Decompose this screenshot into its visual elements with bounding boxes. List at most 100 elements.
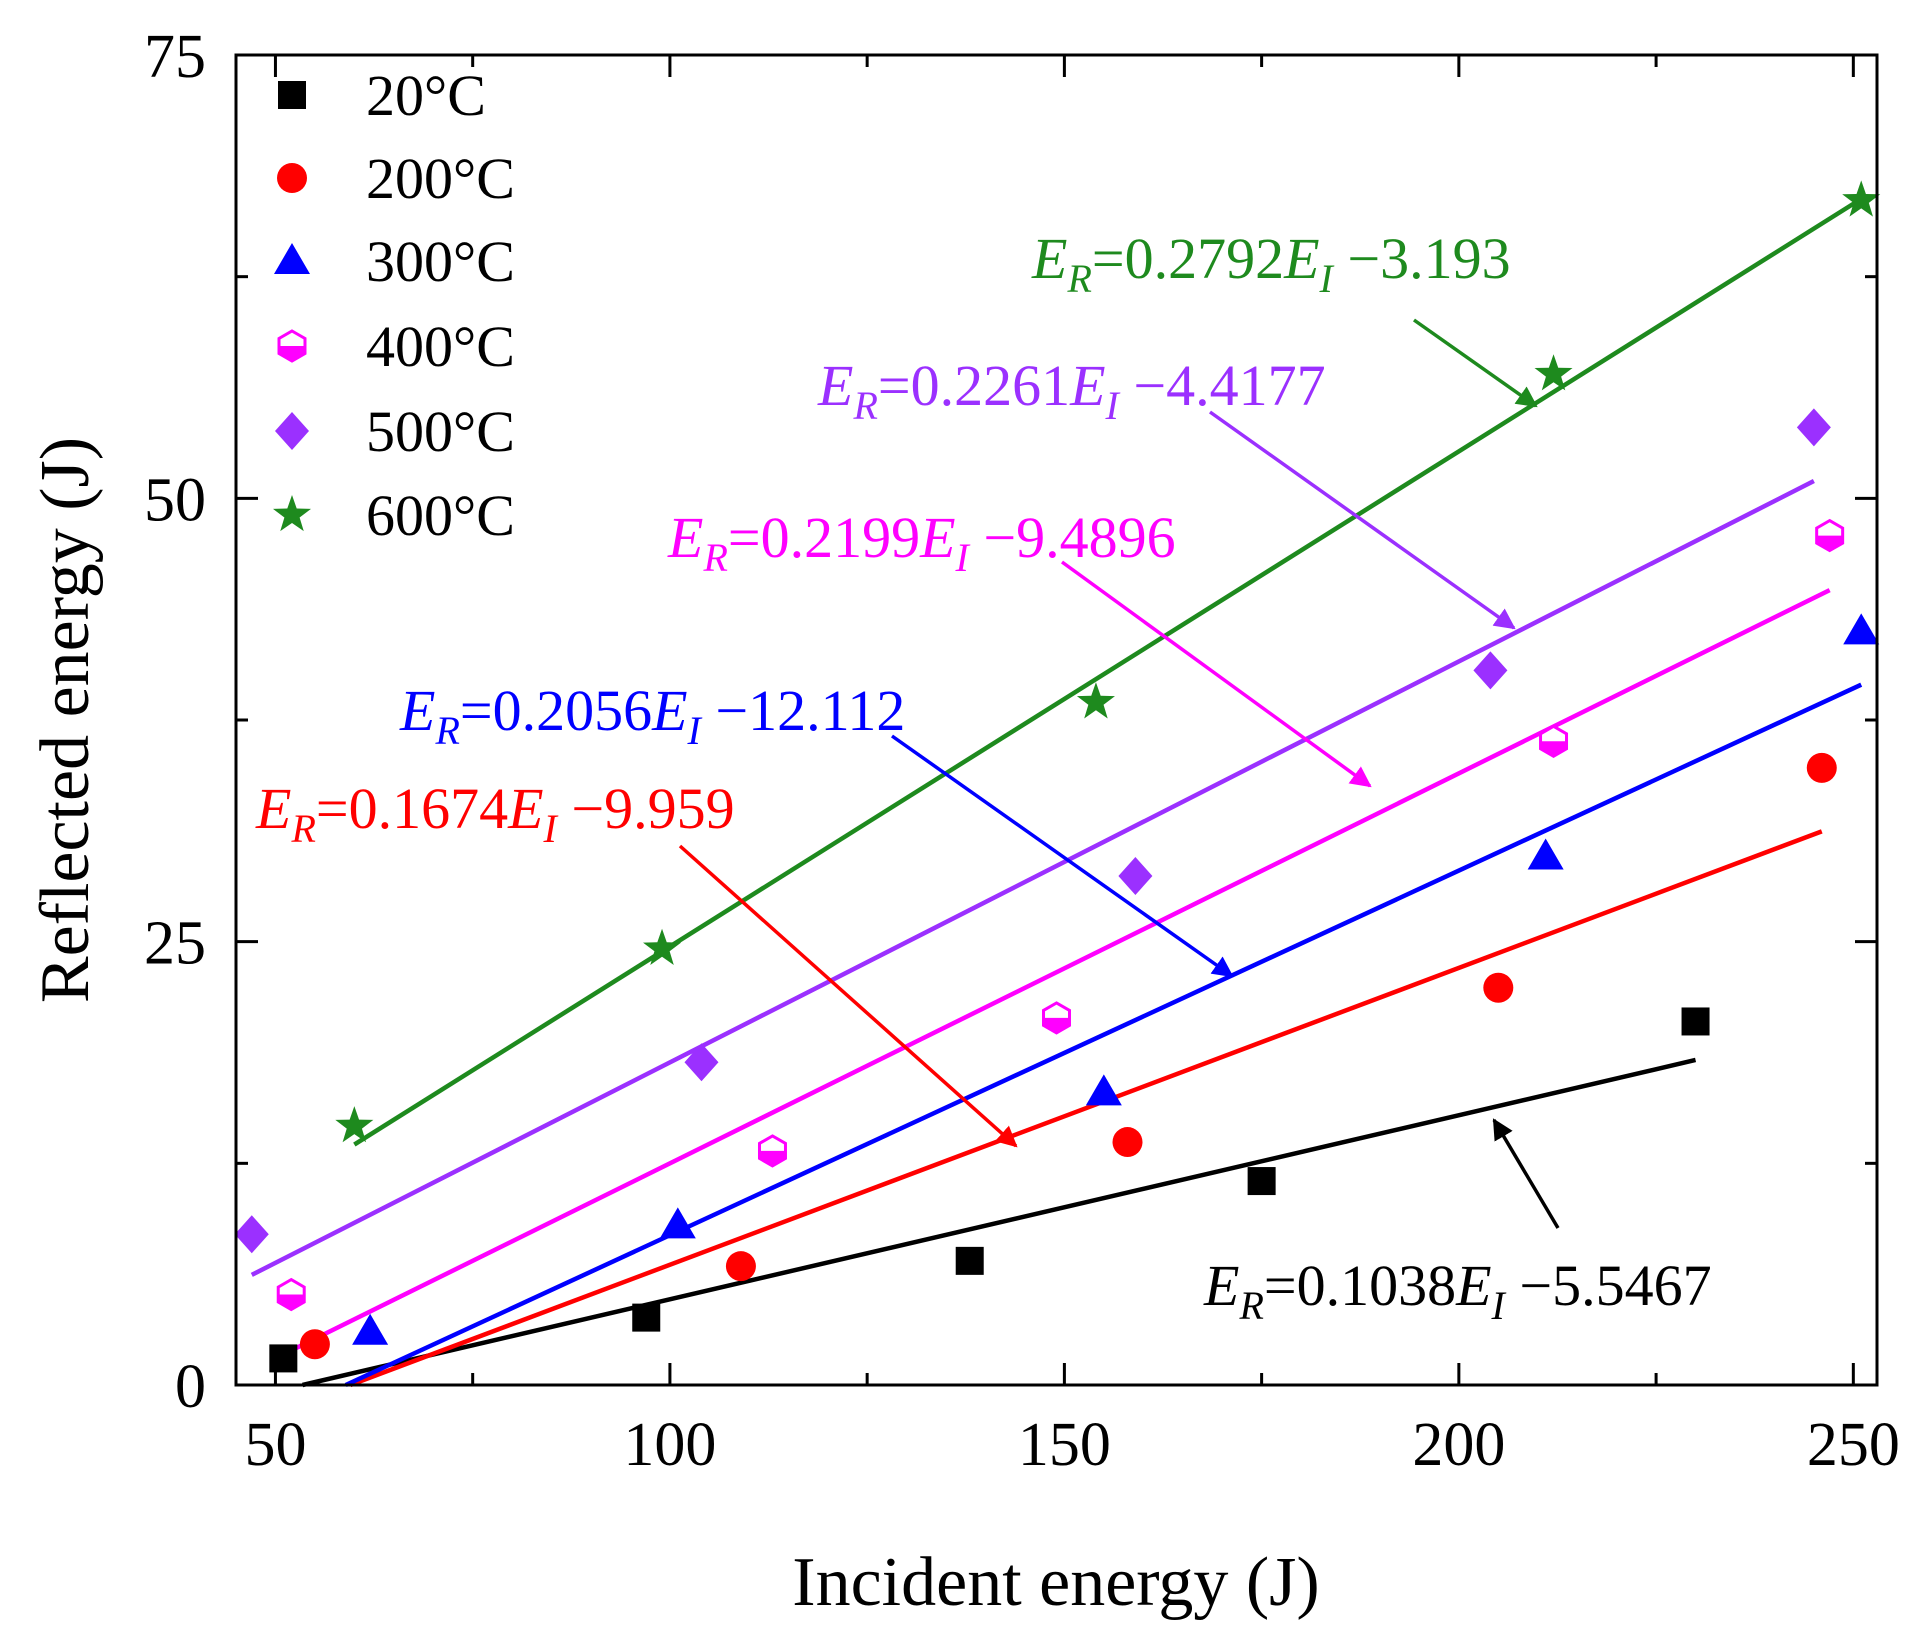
legend-marker bbox=[272, 495, 312, 532]
data-point bbox=[643, 928, 682, 965]
eq-symbol: E bbox=[1069, 353, 1105, 418]
x-axis-title: Incident energy (J) bbox=[792, 1544, 1319, 1621]
data-point bbox=[1076, 682, 1115, 719]
marker-triangle bbox=[1085, 1074, 1122, 1106]
marker-star bbox=[272, 495, 312, 532]
legend-symbol bbox=[277, 163, 307, 193]
marker-star bbox=[1076, 682, 1115, 719]
x-tick-label: 200 bbox=[1412, 1411, 1505, 1479]
marker-triangle bbox=[1527, 838, 1564, 870]
eq-symbol: E bbox=[399, 678, 435, 743]
x-tick-label: 50 bbox=[244, 1411, 306, 1479]
marker-circle bbox=[725, 1251, 756, 1282]
marker-hexagon-bottom bbox=[1043, 1017, 1070, 1033]
marker-diamond bbox=[275, 412, 309, 450]
data-point bbox=[1806, 752, 1837, 783]
marker-hexagon-bottom bbox=[1540, 741, 1567, 757]
data-point bbox=[1796, 408, 1831, 447]
arrow-600c bbox=[1412, 318, 1538, 408]
data-point bbox=[1815, 518, 1845, 553]
eq-intercept: −9.959 bbox=[557, 776, 735, 841]
legend: 20°C 200°C 300°C 400°C 500°C 600°C bbox=[272, 63, 515, 548]
legend-marker bbox=[277, 163, 307, 193]
eq-symbol: E bbox=[255, 776, 291, 841]
fit-equations: ER=0.2792EI −3.193 ER=0.2261EI −4.4177 E… bbox=[255, 226, 1712, 1328]
eq-subscript: I bbox=[955, 535, 971, 580]
eq-subscript: I bbox=[1319, 256, 1335, 301]
eq-subscript: R bbox=[290, 806, 315, 851]
marker-square bbox=[1247, 1167, 1276, 1196]
data-point bbox=[276, 1277, 306, 1312]
eq-symbol: E bbox=[507, 776, 543, 841]
eq-intercept: −4.4177 bbox=[1119, 353, 1326, 418]
data-point bbox=[659, 1207, 696, 1239]
data-point bbox=[1534, 354, 1573, 391]
fit-lines bbox=[250, 196, 1863, 1388]
data-point bbox=[234, 1215, 269, 1254]
eq-symbol: E bbox=[667, 505, 703, 570]
eq-subscript: R bbox=[1066, 256, 1091, 301]
data-point bbox=[1483, 972, 1514, 1003]
eq-subscript: I bbox=[687, 708, 703, 753]
data-point bbox=[1473, 651, 1508, 690]
legend-label: 200°C bbox=[366, 146, 515, 211]
marker-circle bbox=[299, 1329, 330, 1360]
equation-600c: ER=0.2792EI −3.193 bbox=[1031, 226, 1511, 301]
data-point bbox=[1843, 613, 1880, 645]
arrow-400c bbox=[1060, 560, 1372, 788]
data-point bbox=[1112, 1127, 1143, 1158]
eq-symbol: E bbox=[651, 678, 687, 743]
eq-coefficient: =0.1674 bbox=[316, 776, 508, 841]
eq-intercept: −12.112 bbox=[701, 678, 906, 743]
marker-square bbox=[955, 1246, 984, 1275]
marker-triangle bbox=[1843, 613, 1880, 645]
eq-symbol: E bbox=[1203, 1253, 1239, 1318]
y-tick-label: 75 bbox=[144, 23, 206, 91]
marker-circle bbox=[1806, 752, 1837, 783]
legend-item-200c: 200°C bbox=[277, 146, 515, 211]
x-tick-label: 150 bbox=[1018, 1411, 1111, 1479]
legend-marker bbox=[275, 412, 309, 450]
marker-diamond bbox=[1118, 857, 1153, 896]
marker-hexagon-bottom bbox=[278, 1294, 305, 1310]
arrow-20c bbox=[1492, 1118, 1560, 1229]
marker-hexagon-bottom bbox=[1816, 535, 1843, 551]
data-point bbox=[955, 1246, 984, 1275]
data-point bbox=[632, 1303, 661, 1332]
eq-coefficient: =0.2199 bbox=[728, 505, 920, 570]
legend-item-20c: 20°C bbox=[278, 63, 486, 128]
eq-subscript: R bbox=[702, 535, 727, 580]
marker-star bbox=[643, 928, 682, 965]
marker-hexagon-bottom bbox=[759, 1150, 786, 1166]
arrow-500c bbox=[1208, 410, 1516, 630]
marker-square bbox=[269, 1344, 298, 1373]
fit-line-3 bbox=[290, 588, 1831, 1353]
eq-symbol: E bbox=[1031, 226, 1067, 291]
x-tick-label: 250 bbox=[1807, 1411, 1900, 1479]
data-point bbox=[1085, 1074, 1122, 1106]
data-points bbox=[234, 180, 1881, 1373]
marker-star bbox=[1534, 354, 1573, 391]
fit-line-4 bbox=[250, 479, 1815, 1277]
marker-star bbox=[1842, 180, 1881, 217]
legend-item-300c: 300°C bbox=[274, 229, 515, 294]
marker-star bbox=[335, 1106, 374, 1143]
eq-symbol: E bbox=[817, 353, 853, 418]
marker-diamond bbox=[234, 1215, 269, 1254]
eq-intercept: −9.4896 bbox=[969, 505, 1176, 570]
marker-diamond bbox=[1473, 651, 1508, 690]
marker-triangle bbox=[352, 1313, 389, 1345]
eq-subscript: I bbox=[543, 806, 559, 851]
eq-coefficient: =0.2261 bbox=[878, 353, 1070, 418]
legend-symbol bbox=[278, 81, 306, 109]
marker-circle bbox=[277, 163, 307, 193]
legend-label: 400°C bbox=[366, 314, 515, 379]
annotation-arrows bbox=[678, 318, 1560, 1229]
eq-subscript: R bbox=[434, 708, 459, 753]
marker-triangle bbox=[274, 243, 310, 274]
marker-hexagon-bottom bbox=[279, 346, 305, 361]
data-point bbox=[1681, 1007, 1710, 1036]
marker-square bbox=[278, 81, 306, 109]
eq-intercept: −5.5467 bbox=[1505, 1253, 1712, 1318]
